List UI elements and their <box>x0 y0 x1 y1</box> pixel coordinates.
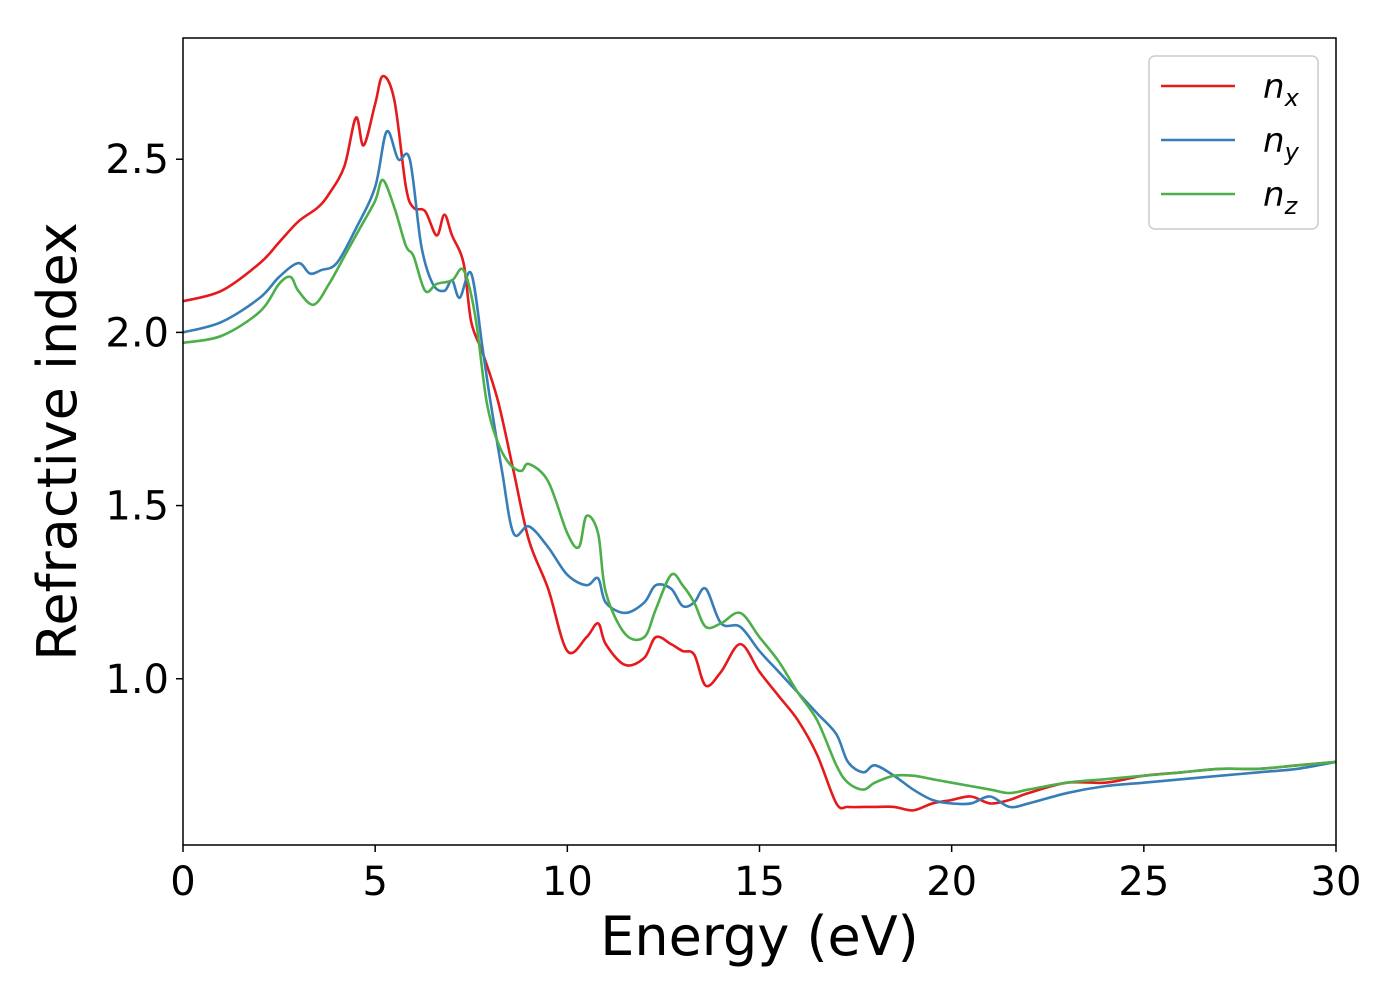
y-tick-label: 2.0 <box>105 310 169 356</box>
x-tick-label: 25 <box>1118 859 1169 905</box>
x-tick-label: 0 <box>170 859 195 905</box>
legend: nx ny nz <box>1148 55 1319 230</box>
x-tick-label: 30 <box>1311 859 1362 905</box>
legend-label-nz: nz <box>1263 175 1299 220</box>
x-tick-label: 5 <box>362 859 387 905</box>
legend-box <box>1148 55 1319 230</box>
axis-ticks: 0 5 10 15 20 25 30 1.0 1.5 2.0 2.5 <box>105 137 1361 905</box>
y-axis-label: Refractive index <box>26 222 89 661</box>
x-tick-label: 15 <box>734 859 785 905</box>
x-tick-label: 10 <box>542 859 593 905</box>
series-line-ny <box>183 129 1336 809</box>
series-line-nz <box>183 178 1336 795</box>
legend-label-ny: ny <box>1263 121 1300 166</box>
legend-label-nx: nx <box>1263 67 1300 112</box>
y-tick-label: 1.5 <box>105 484 169 530</box>
series-line-nx <box>183 74 1336 812</box>
x-axis-label: Energy (eV) <box>600 905 919 968</box>
x-tick-label: 20 <box>926 859 977 905</box>
y-tick-label: 2.5 <box>105 137 169 183</box>
y-tick-label: 1.0 <box>105 657 169 703</box>
plot-area <box>183 74 1336 812</box>
